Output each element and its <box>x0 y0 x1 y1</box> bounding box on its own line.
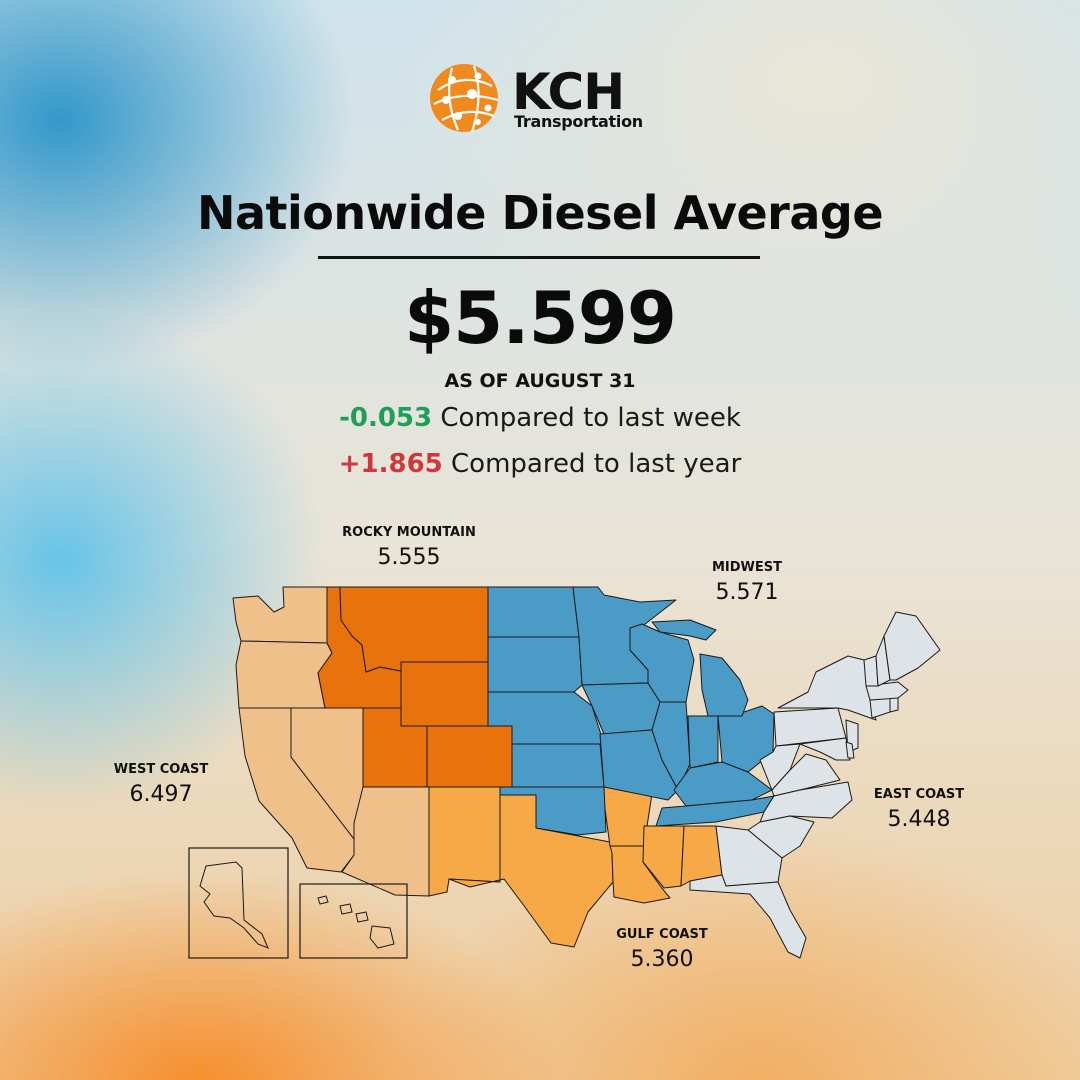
hawaii-island-2 <box>339 903 353 915</box>
brand-subtitle: Transportation <box>514 112 643 131</box>
region-value-rocky-mountain: 5.555 <box>377 545 441 570</box>
state-washington <box>232 586 328 644</box>
state-wyoming <box>400 661 489 727</box>
state-oregon <box>235 640 333 709</box>
state-michigan <box>699 653 749 717</box>
region-value-midwest: 5.571 <box>715 580 779 605</box>
state-florida <box>689 874 807 959</box>
yearly-change-value: +1.865 <box>338 449 443 479</box>
region-value-west-coast: 6.497 <box>129 782 193 807</box>
state-maine <box>883 611 941 681</box>
state-delaware <box>845 741 855 759</box>
national-average-price: $5.599 <box>404 276 677 360</box>
state-rhode-island <box>889 697 899 713</box>
state-michigan-up <box>651 619 717 641</box>
east-coast-region <box>689 611 941 959</box>
region-name-west-coast: WEST COAST <box>113 762 209 777</box>
midwest-region <box>487 586 775 836</box>
title-divider <box>318 256 760 259</box>
hawaii-island-4 <box>369 925 395 949</box>
globe-logo-icon <box>430 64 499 133</box>
brand-name: KCH <box>512 63 625 121</box>
hawaii-inset <box>299 883 408 959</box>
yearly-comparison: +1.865 Compared to last year <box>0 449 1080 479</box>
state-maryland <box>799 737 851 761</box>
state-mississippi <box>642 825 685 889</box>
state-hawaii <box>317 895 329 905</box>
region-value-east-coast: 5.448 <box>887 807 951 832</box>
brand-logo: KCH Transportation <box>428 64 668 136</box>
rocky-mountain-region <box>317 586 513 788</box>
weekly-change-label: Compared to last week <box>440 403 741 433</box>
region-name-gulf-coast: GULF COAST <box>616 927 708 942</box>
as-of-date: AS OF AUGUST 31 <box>444 370 636 392</box>
west-coast-region <box>232 586 430 897</box>
weekly-comparison: -0.053 Compared to last week <box>0 403 1080 433</box>
alaska-inset <box>188 847 289 959</box>
region-value-gulf-coast: 5.360 <box>630 947 694 972</box>
state-texas <box>448 786 614 948</box>
state-colorado <box>426 725 513 788</box>
region-name-midwest: MIDWEST <box>711 560 782 575</box>
page-title: Nationwide Diesel Average <box>196 186 884 240</box>
hawaii-island-3 <box>355 911 369 923</box>
state-indiana <box>687 715 719 769</box>
state-connecticut <box>869 697 891 719</box>
state-kansas <box>511 743 605 788</box>
state-north-dakota <box>487 586 580 638</box>
yearly-change-label: Compared to last year <box>451 449 742 479</box>
state-south-dakota <box>487 636 583 693</box>
region-name-east-coast: EAST COAST <box>873 787 965 802</box>
state-oklahoma <box>499 786 607 836</box>
region-name-rocky-mountain: ROCKY MOUNTAIN <box>342 525 476 540</box>
weekly-change-value: -0.053 <box>339 403 433 433</box>
state-alaska <box>199 861 269 949</box>
